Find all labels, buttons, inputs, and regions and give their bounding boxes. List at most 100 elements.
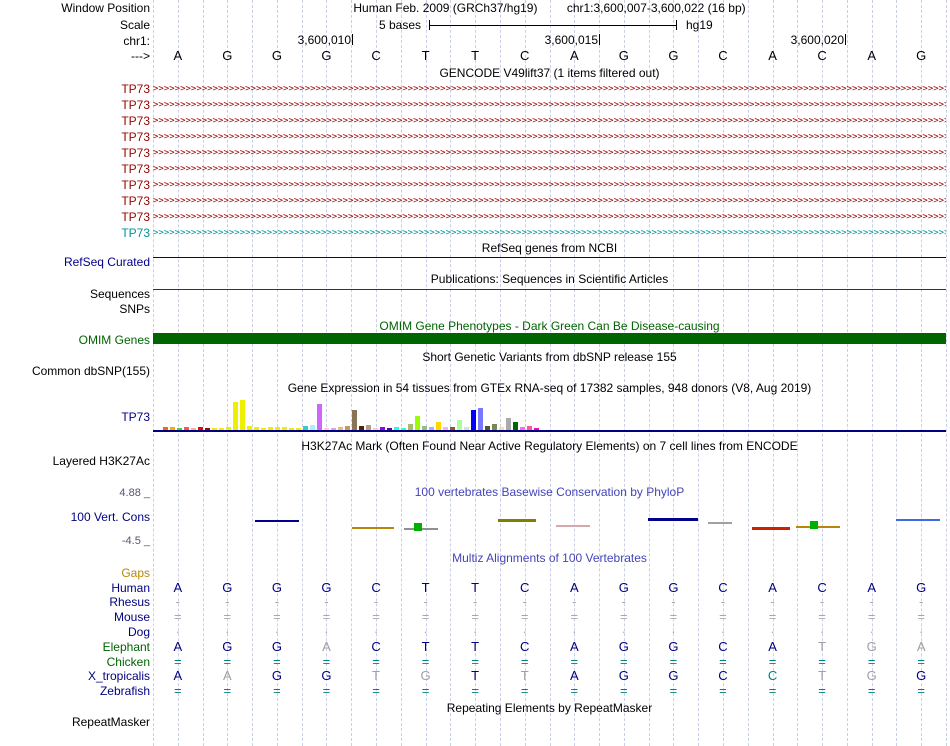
multiz-species-label[interactable]: Dog	[127, 625, 150, 639]
gtex-expression-bar[interactable]	[359, 426, 364, 430]
phylop-mark[interactable]	[414, 523, 422, 531]
multiz-base[interactable]: G	[866, 668, 877, 683]
multiz-base[interactable]: =	[273, 683, 281, 698]
multiz-base[interactable]: ·	[472, 624, 478, 639]
gtex-expression-bar[interactable]	[492, 424, 497, 430]
multiz-base[interactable]: =	[471, 609, 479, 624]
gencode-transcript-label[interactable]: TP73	[121, 98, 150, 112]
multiz-base[interactable]: C	[718, 668, 728, 683]
multiz-base[interactable]: A	[569, 639, 579, 654]
multiz-base[interactable]: =	[173, 609, 182, 624]
multiz-base[interactable]: =	[223, 654, 232, 669]
phylop-mark[interactable]	[708, 522, 732, 524]
multiz-base[interactable]: T	[818, 668, 827, 683]
gencode-transcript-item[interactable]: >>>>>>>>>>>>>>>>>>>>>>>>>>>>>>>>>>>>>>>>…	[153, 84, 946, 94]
multiz-base[interactable]: T	[818, 639, 827, 654]
multiz-base[interactable]: C	[817, 580, 827, 595]
multiz-base[interactable]: ·	[919, 624, 924, 639]
multiz-base[interactable]: C	[718, 580, 728, 595]
omim-genes-label[interactable]: OMIM Genes	[78, 333, 150, 347]
gtex-expression-bar[interactable]	[471, 410, 476, 430]
multiz-species-label[interactable]: Rhesus	[109, 595, 150, 609]
multiz-base[interactable]: =	[322, 609, 331, 624]
gtex-expression-bar[interactable]	[317, 404, 322, 430]
multiz-base[interactable]: G	[916, 580, 927, 595]
gencode-transcript-label[interactable]: TP73	[121, 82, 150, 96]
multiz-base[interactable]: G	[618, 580, 629, 595]
phylop-mark[interactable]	[352, 527, 394, 529]
multiz-base[interactable]: A	[867, 580, 876, 595]
multiz-base[interactable]: ·	[819, 624, 825, 639]
gtex-expression-bar[interactable]	[205, 428, 210, 430]
multiz-base[interactable]: =	[669, 609, 678, 624]
gencode-transcript-label[interactable]: TP73	[121, 178, 150, 192]
multiz-base[interactable]: =	[768, 683, 777, 698]
gtex-expression-bar[interactable]	[485, 426, 490, 430]
multiz-species-label[interactable]: Zebrafish	[99, 684, 150, 698]
gencode-transcript-label[interactable]: TP73	[121, 226, 150, 240]
multiz-base[interactable]: =	[818, 609, 826, 624]
multiz-base[interactable]: C	[520, 639, 530, 654]
multiz-base[interactable]: ·	[572, 624, 577, 639]
multiz-base[interactable]: G	[271, 639, 282, 654]
multiz-species-label[interactable]: Human	[111, 581, 150, 595]
gtex-expression-bar[interactable]	[520, 427, 525, 430]
multiz-base[interactable]: G	[222, 580, 233, 595]
multiz-base[interactable]: A	[223, 668, 232, 683]
gtex-expression-bar[interactable]	[373, 428, 378, 430]
multiz-base[interactable]: =	[273, 654, 281, 669]
multiz-base[interactable]: A	[768, 639, 777, 654]
gtex-expression-bar[interactable]	[170, 427, 175, 430]
multiz-base[interactable]: G	[420, 668, 431, 683]
phylop-mark[interactable]	[556, 525, 590, 527]
gtex-expression-bar[interactable]	[296, 428, 301, 430]
gtex-expression-bar[interactable]	[345, 426, 350, 430]
multiz-base[interactable]: =	[620, 654, 628, 669]
gencode-transcript-label[interactable]: TP73	[121, 130, 150, 144]
multiz-base[interactable]: C	[718, 639, 728, 654]
multiz-species-label[interactable]: Mouse	[113, 610, 150, 624]
multiz-base[interactable]: ·	[175, 624, 180, 639]
gtex-expression-bar[interactable]	[506, 418, 511, 430]
multiz-base[interactable]: =	[173, 683, 182, 698]
multiz-base[interactable]: G	[866, 639, 877, 654]
gtex-expression-bar[interactable]	[527, 426, 532, 430]
gtex-expression-bar[interactable]	[212, 428, 217, 430]
multiz-base[interactable]: ·	[423, 624, 428, 639]
gencode-transcript-item[interactable]: >>>>>>>>>>>>>>>>>>>>>>>>>>>>>>>>>>>>>>>>…	[153, 164, 946, 174]
multiz-base[interactable]: A	[569, 668, 579, 683]
multiz-base[interactable]: ·	[225, 624, 230, 639]
multiz-base[interactable]: T	[471, 668, 480, 683]
gtex-expression-bar[interactable]	[282, 427, 287, 430]
gtex-expression-bar[interactable]	[408, 424, 413, 430]
gtex-expression-bar[interactable]	[429, 427, 434, 430]
multiz-base[interactable]: =	[322, 654, 331, 669]
scale-label[interactable]: Scale	[119, 18, 150, 32]
publications-snps-label[interactable]: SNPs	[119, 302, 150, 316]
multiz-base[interactable]: T	[471, 580, 480, 595]
multiz-base[interactable]: ·	[869, 624, 874, 639]
gtex-expression-bar[interactable]	[261, 428, 266, 430]
multiz-base[interactable]: -	[423, 594, 428, 609]
multiz-base[interactable]: T	[520, 668, 529, 683]
multiz-base[interactable]: =	[372, 683, 380, 698]
multiz-base[interactable]: =	[719, 654, 727, 669]
multiz-base[interactable]: G	[618, 668, 629, 683]
gencode-transcript-item[interactable]: >>>>>>>>>>>>>>>>>>>>>>>>>>>>>>>>>>>>>>>>…	[153, 180, 946, 190]
multiz-base[interactable]: =	[520, 609, 529, 624]
refseq-curated-item[interactable]	[153, 257, 946, 258]
multiz-base[interactable]: ·	[621, 624, 627, 639]
multiz-base[interactable]: -	[720, 594, 726, 609]
gtex-expression-bar[interactable]	[464, 427, 469, 430]
gtex-expression-bar[interactable]	[191, 428, 196, 430]
gtex-expression-bar[interactable]	[163, 427, 168, 430]
gtex-expression-bar[interactable]	[401, 428, 406, 430]
gtex-expression-bar[interactable]	[310, 425, 315, 430]
phylop-label[interactable]: 100 Vert. Cons	[70, 510, 150, 524]
multiz-species-label[interactable]: Elephant	[102, 640, 150, 654]
gtex-expression-bar[interactable]	[240, 400, 245, 430]
multiz-base[interactable]: =	[273, 609, 281, 624]
multiz-base[interactable]: =	[471, 654, 479, 669]
multiz-base[interactable]: =	[768, 654, 777, 669]
gtex-expression-bar[interactable]	[324, 428, 329, 430]
